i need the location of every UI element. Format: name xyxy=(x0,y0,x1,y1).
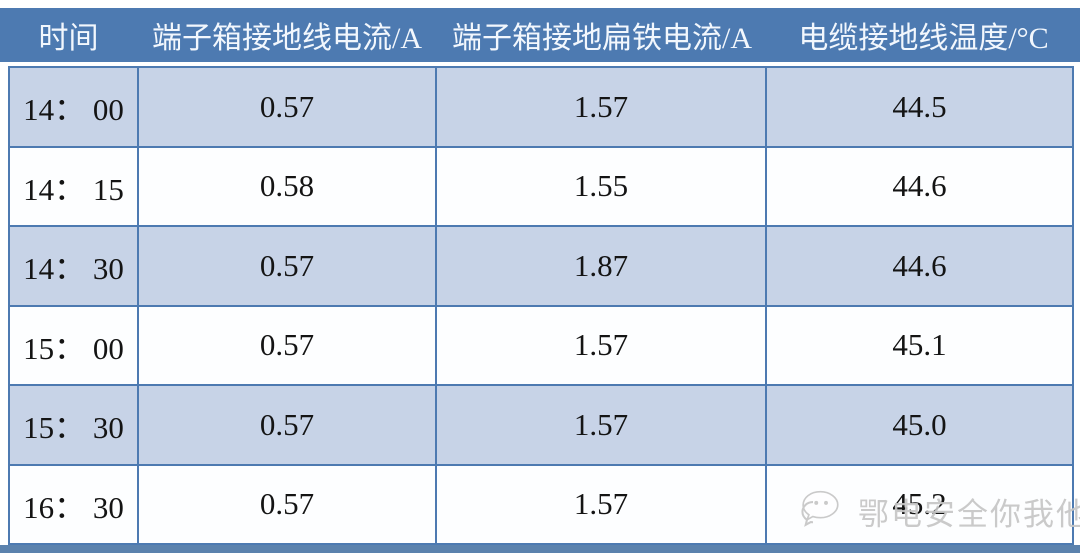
cell-flat-current: 1.87 xyxy=(437,227,765,305)
cell-wire-current: 0.57 xyxy=(139,68,435,146)
table-body: 14： 00 0.57 1.57 44.5 14： 15 0.58 1.55 4… xyxy=(8,66,1074,545)
cell-flat-current: 1.57 xyxy=(437,386,765,464)
cell-wire-current: 0.58 xyxy=(139,147,435,225)
cell-time: 16： 30 xyxy=(10,465,137,543)
header-flat-iron-current: 端子箱接地扁铁电流/A xyxy=(452,22,752,55)
cell-flat-current: 1.57 xyxy=(437,465,765,543)
header-ground-wire-current: 端子箱接地线电流/A xyxy=(152,22,422,55)
table-header-row: 时间 端子箱接地线电流/A 端子箱接地扁铁电流/A 电缆接地线温度/°C xyxy=(0,8,1080,62)
cell-temp: 45.0 xyxy=(767,386,1072,464)
table-bottom-border xyxy=(0,545,1080,553)
header-cable-ground-temp: 电缆接地线温度/°C xyxy=(798,22,1049,55)
cell-flat-current: 1.57 xyxy=(437,306,765,384)
cell-time: 14： 15 xyxy=(10,147,137,225)
cell-temp: 44.6 xyxy=(767,227,1072,305)
cell-wire-current: 0.57 xyxy=(139,227,435,305)
cell-time: 14： 30 xyxy=(10,227,137,305)
header-time: 时间 xyxy=(38,22,99,55)
cell-time: 14： 00 xyxy=(10,68,137,146)
cell-time: 15： 00 xyxy=(10,306,137,384)
cell-wire-current: 0.57 xyxy=(139,386,435,464)
cell-flat-current: 1.57 xyxy=(437,68,765,146)
cell-wire-current: 0.57 xyxy=(139,465,435,543)
cell-temp: 45.1 xyxy=(767,306,1072,384)
cell-wire-current: 0.57 xyxy=(139,306,435,384)
cell-temp: 44.6 xyxy=(767,147,1072,225)
cell-temp: 44.5 xyxy=(767,68,1072,146)
cell-temp: 45.2 xyxy=(767,465,1072,543)
cell-time: 15： 30 xyxy=(10,386,137,464)
cell-flat-current: 1.55 xyxy=(437,147,765,225)
